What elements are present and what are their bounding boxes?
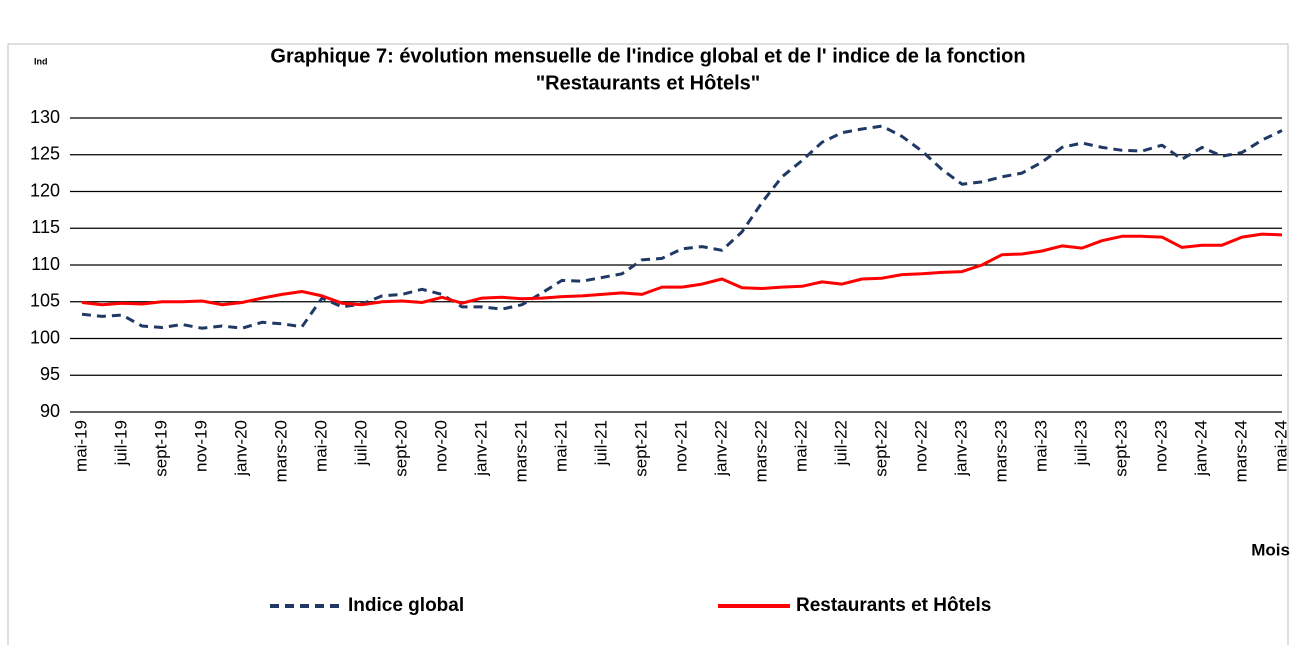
y-tick-label: 95 <box>40 364 60 384</box>
x-tick-label: sept-23 <box>1111 420 1130 477</box>
y-tick-label: 130 <box>30 107 60 127</box>
x-tick-label: mai-20 <box>311 420 330 472</box>
x-tick-label: nov-22 <box>911 420 930 472</box>
y-tick-label: 125 <box>30 144 60 164</box>
x-tick-label: nov-20 <box>431 420 450 472</box>
x-tick-label: mai-23 <box>1031 420 1050 472</box>
x-tick-label: mai-19 <box>71 420 90 472</box>
x-tick-label: mars-23 <box>991 420 1010 482</box>
y-axis-label: Ind <box>34 56 48 66</box>
y-tick-label: 120 <box>30 180 60 200</box>
x-tick-label: janv-23 <box>951 420 970 477</box>
x-tick-label: nov-23 <box>1151 420 1170 472</box>
x-tick-label: nov-19 <box>191 420 210 472</box>
x-tick-label: juil-20 <box>351 420 370 466</box>
legend-label: Restaurants et Hôtels <box>796 595 991 616</box>
x-tick-label: juil-22 <box>831 420 850 466</box>
x-tick-label: mars-21 <box>511 420 530 482</box>
y-tick-label: 115 <box>31 217 60 237</box>
x-tick-label: mai-24 <box>1271 420 1290 472</box>
x-tick-label: mars-22 <box>751 420 770 482</box>
series-line <box>81 232 1283 307</box>
x-tick-label: juil-19 <box>111 420 130 466</box>
y-tick-label: 110 <box>31 254 60 274</box>
x-tick-label: mars-20 <box>271 420 290 482</box>
x-tick-label: juil-21 <box>591 420 610 466</box>
x-tick-label: mai-22 <box>791 420 810 472</box>
legend-label: Indice global <box>348 595 464 616</box>
x-tick-label: janv-20 <box>231 420 250 477</box>
x-tick-label: sept-19 <box>151 420 170 477</box>
x-tick-label: mars-24 <box>1231 420 1250 482</box>
x-tick-label: sept-22 <box>871 420 890 477</box>
chart-title: "Restaurants et Hôtels" <box>536 72 761 94</box>
x-tick-label: nov-21 <box>671 420 690 472</box>
x-axis-label: Mois <box>1251 540 1290 559</box>
x-tick-label: sept-21 <box>631 420 650 477</box>
y-tick-label: 105 <box>30 291 60 311</box>
x-tick-label: janv-21 <box>471 420 490 477</box>
x-tick-label: janv-24 <box>1191 420 1210 477</box>
y-tick-label: 90 <box>40 401 60 421</box>
x-tick-label: sept-20 <box>391 420 410 477</box>
y-tick-label: 100 <box>30 327 60 347</box>
x-tick-label: juil-23 <box>1071 420 1090 466</box>
x-tick-label: mai-21 <box>551 420 570 472</box>
x-tick-label: janv-22 <box>711 420 730 477</box>
chart-frame <box>7 43 1289 645</box>
chart-title: Graphique 7: évolution mensuelle de l'in… <box>270 45 1025 67</box>
